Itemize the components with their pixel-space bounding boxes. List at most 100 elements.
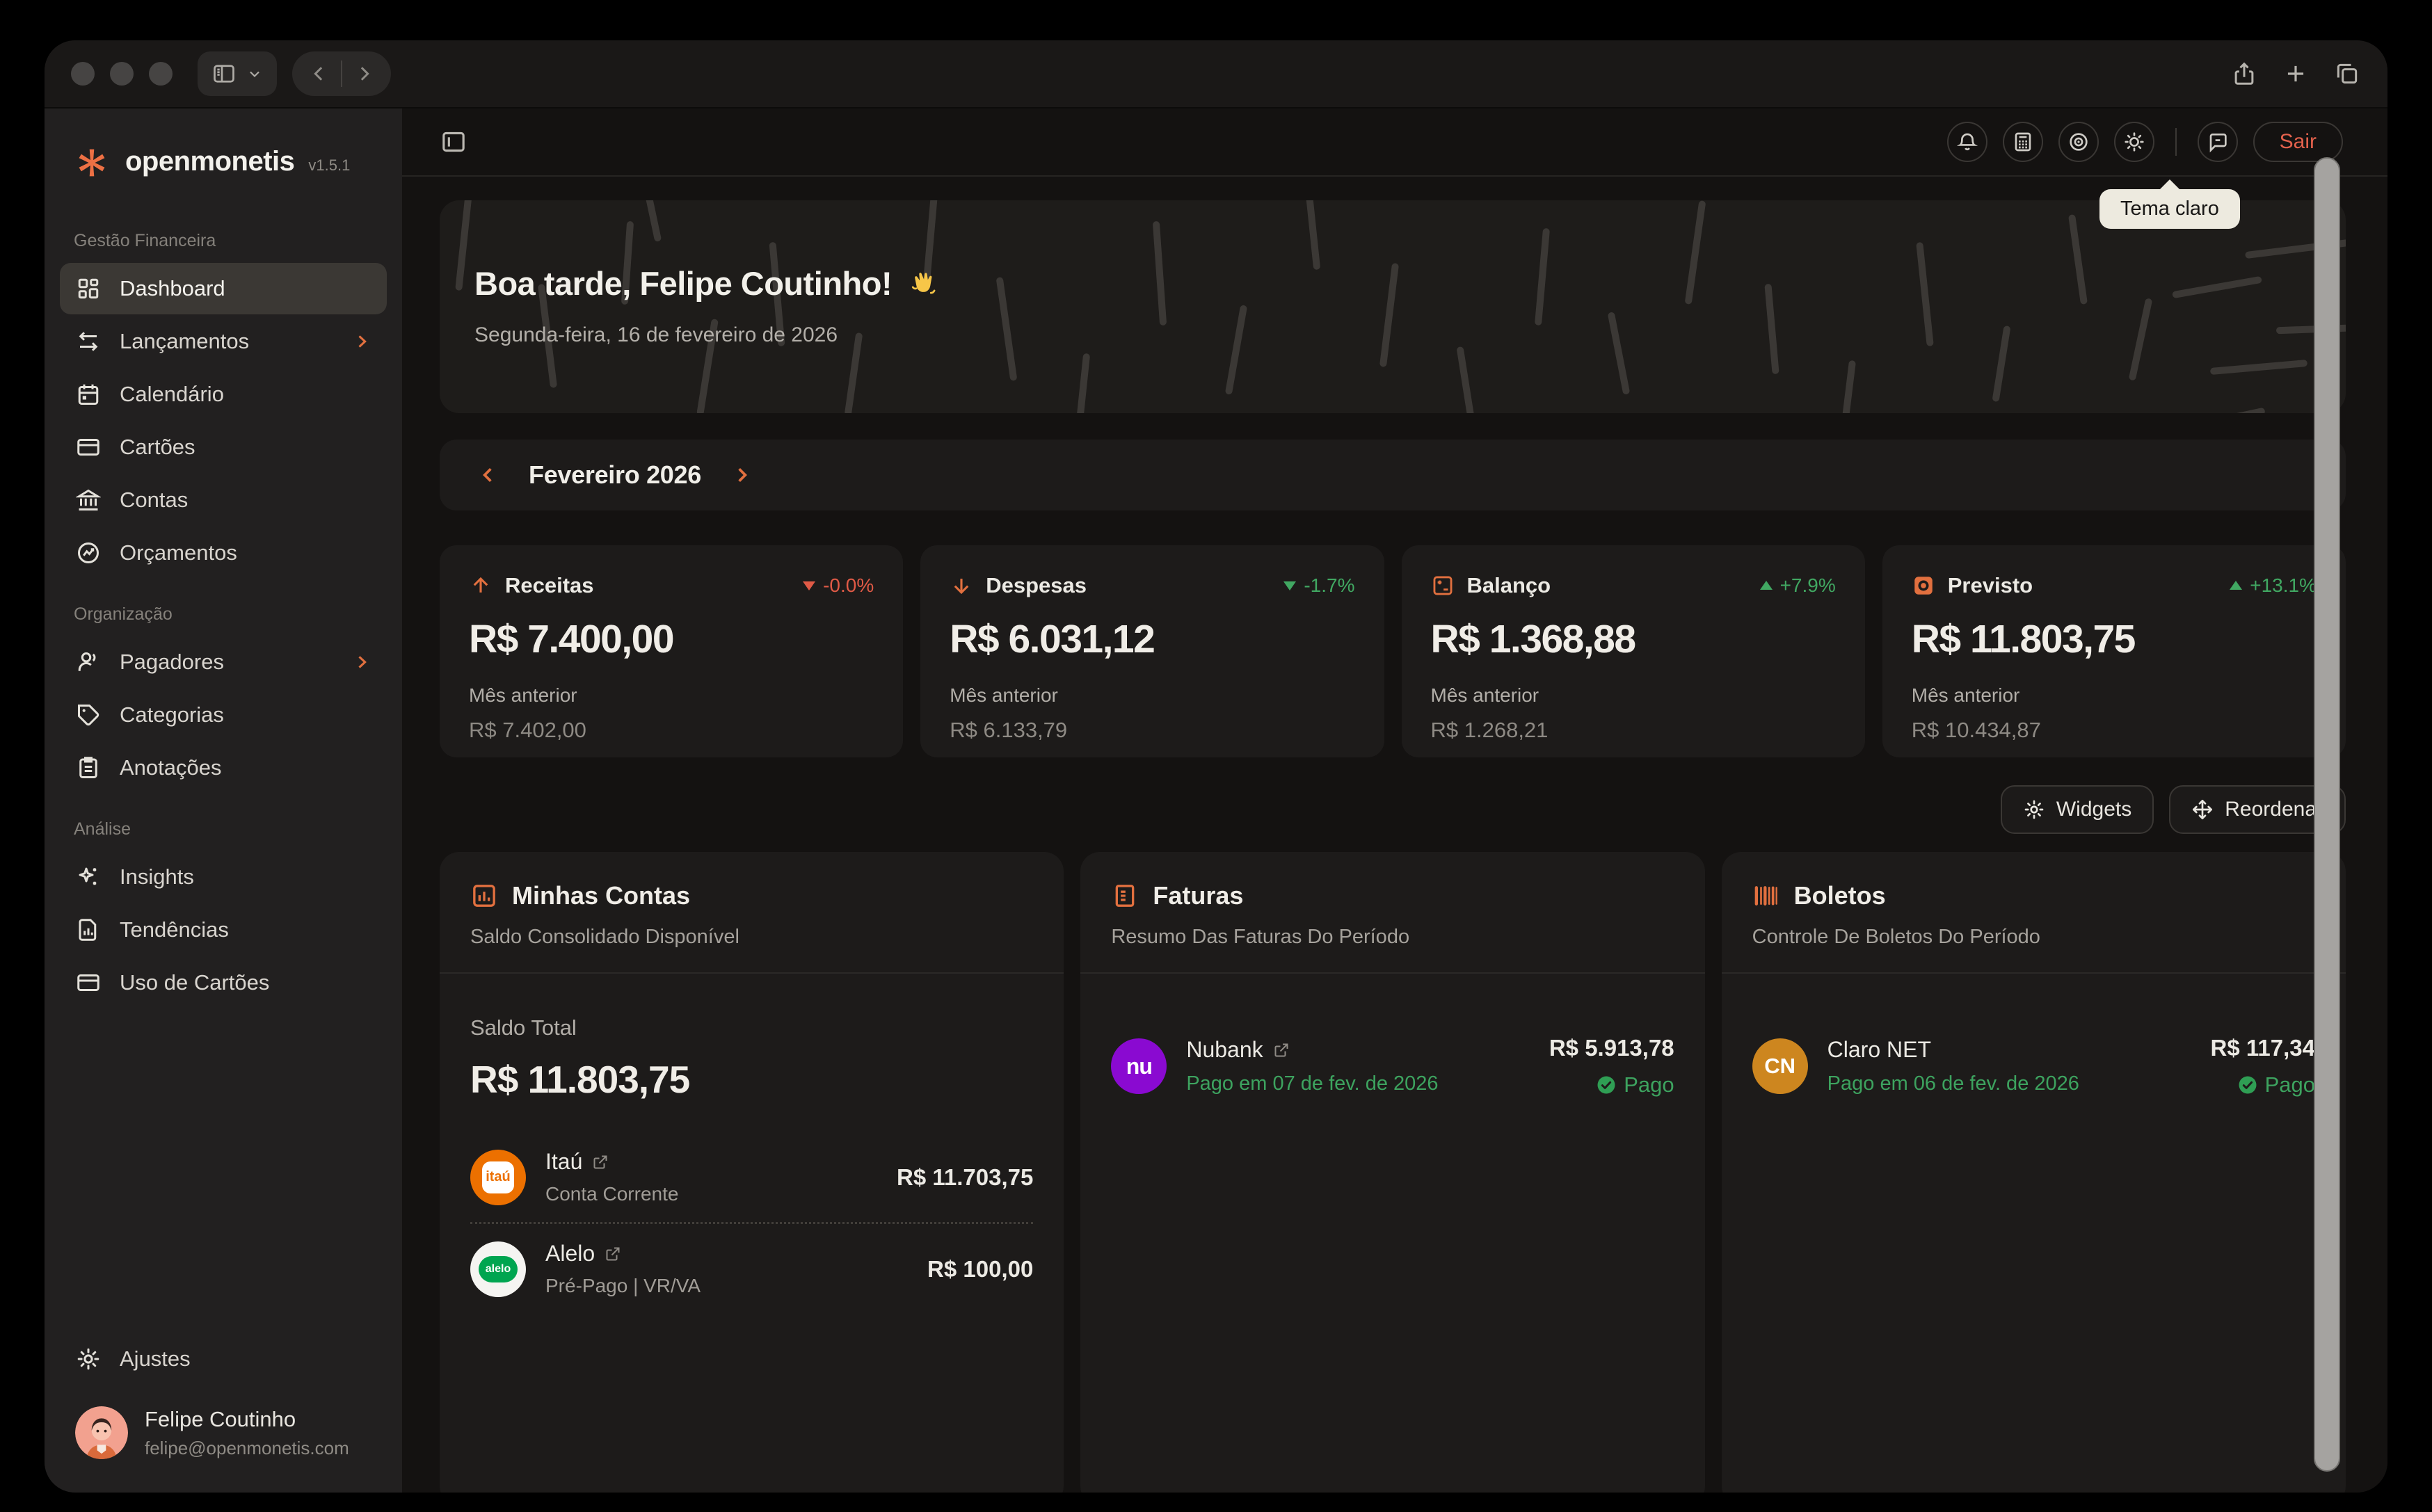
stat-card-despesas[interactable]: Despesas -1.7% R$ 6.031,12 Mês anterior … bbox=[920, 545, 1384, 757]
paid-badge: Pago bbox=[2211, 1072, 2315, 1097]
receipt-icon bbox=[1111, 882, 1139, 910]
close-window-button[interactable] bbox=[71, 62, 95, 86]
theme-tooltip: Tema claro bbox=[2099, 179, 2240, 229]
sidebar-item-label: Contas bbox=[120, 488, 189, 512]
widget-subtitle: Saldo Consolidado Disponível bbox=[470, 926, 739, 948]
widget-actions: Widgets Reordenar bbox=[440, 785, 2346, 834]
account-value: R$ 11.703,75 bbox=[896, 1164, 1034, 1190]
account-value: R$ 100,00 bbox=[927, 1255, 1034, 1282]
chat-icon bbox=[2207, 131, 2229, 153]
sidebar-item-pagadores[interactable]: Pagadores bbox=[60, 636, 387, 688]
saldo-total-value: R$ 11.803,75 bbox=[470, 1058, 690, 1101]
sidebar-toggle-button[interactable] bbox=[198, 51, 277, 96]
sidebar-item-cartoes[interactable]: Cartões bbox=[60, 421, 387, 473]
vertical-scrollbar[interactable] bbox=[2314, 157, 2340, 1472]
stat-value: R$ 11.803,75 bbox=[1911, 617, 2136, 661]
external-link-icon[interactable] bbox=[1273, 1042, 1290, 1059]
triangle-down-icon bbox=[1283, 581, 1297, 590]
widget-boletos: Boletos Controle De Boletos Do Período C… bbox=[1721, 852, 2346, 1493]
check-circle-icon bbox=[2239, 1076, 2257, 1094]
sparkles-icon bbox=[75, 864, 102, 890]
back-button[interactable] bbox=[298, 51, 341, 96]
logout-button[interactable]: Sair bbox=[2253, 122, 2343, 162]
stat-label: Balanço bbox=[1466, 573, 1551, 597]
stat-card-balanco[interactable]: Balanço +7.9% R$ 1.368,88 Mês anterior R… bbox=[1401, 545, 1865, 757]
stat-previous-label: Mês anterior bbox=[469, 684, 577, 706]
sidebar-item-categorias[interactable]: Categorias bbox=[60, 689, 387, 741]
app-logo: openmonetis v1.5.1 bbox=[45, 108, 402, 206]
alelo-logo: alelo bbox=[470, 1241, 526, 1297]
widget-subtitle: Resumo Das Faturas Do Período bbox=[1111, 926, 1410, 948]
traffic-lights[interactable] bbox=[71, 62, 173, 86]
external-link-icon[interactable] bbox=[592, 1154, 609, 1171]
arrow-up-icon bbox=[469, 574, 493, 597]
section-label-financeira: Gestão Financeira bbox=[74, 231, 216, 250]
main-header: Sair bbox=[402, 108, 2387, 177]
account-row-itau[interactable]: itaú Itaú bbox=[470, 1132, 1033, 1222]
widget-title: Boletos bbox=[1793, 881, 1886, 910]
account-detail: Conta Corrente bbox=[545, 1183, 679, 1205]
zoom-window-button[interactable] bbox=[149, 62, 173, 86]
account-row-alelo[interactable]: alelo Alelo bbox=[470, 1224, 1033, 1314]
stat-previous-value: R$ 6.133,79 bbox=[950, 718, 1068, 742]
waving-hand-icon bbox=[906, 268, 938, 300]
invoice-row-nubank[interactable]: nu Nubank Pago em 07 de f bbox=[1111, 1018, 1674, 1114]
next-month-button[interactable] bbox=[730, 464, 753, 486]
sidebar-item-ajustes[interactable]: Ajustes bbox=[60, 1333, 387, 1385]
notifications-button[interactable] bbox=[1946, 122, 1987, 162]
greeting-title: Boa tarde, Felipe Coutinho! bbox=[474, 264, 2346, 303]
stat-delta: +7.9% bbox=[1759, 574, 1836, 597]
theme-toggle-button[interactable] bbox=[2113, 122, 2154, 162]
stat-previous-label: Mês anterior bbox=[950, 684, 1058, 706]
widget-title: Minhas Contas bbox=[512, 881, 691, 910]
account-detail: Pré-Pago | VR/VA bbox=[545, 1275, 701, 1296]
previous-month-button[interactable] bbox=[477, 464, 499, 486]
user-profile[interactable]: Felipe Coutinho felipe@openmonetis.com bbox=[45, 1385, 402, 1459]
calculator-button[interactable] bbox=[2002, 122, 2043, 162]
stat-card-previsto[interactable]: Previsto +13.1% R$ 11.803,75 Mês anterio… bbox=[1882, 545, 2346, 757]
sidebar-item-calendario[interactable]: Calendário bbox=[60, 369, 387, 420]
calendar-icon bbox=[75, 381, 102, 408]
user-avatar bbox=[75, 1406, 128, 1459]
privacy-mode-button[interactable] bbox=[2058, 122, 2099, 162]
sidebar-item-dashboard[interactable]: Dashboard bbox=[60, 263, 387, 314]
sidebar-item-label: Uso de Cartões bbox=[120, 970, 270, 995]
sidebar-item-label: Orçamentos bbox=[120, 540, 237, 565]
calculator-icon bbox=[2012, 131, 2034, 153]
sidebar-item-orcamentos[interactable]: Orçamentos bbox=[60, 527, 387, 579]
greeting-date: Segunda-feira, 16 de fevereiro de 2026 bbox=[474, 323, 838, 346]
bill-row-claro-net[interactable]: CN Claro NET Pago em 06 de fev. de 2026 bbox=[1752, 1018, 2315, 1114]
sidebar-item-label: Insights bbox=[120, 864, 194, 889]
forward-button[interactable] bbox=[342, 51, 385, 96]
bank-icon bbox=[75, 487, 102, 513]
nav-separator bbox=[341, 61, 342, 87]
sidebar-item-tendencias[interactable]: Tendências bbox=[60, 904, 387, 956]
plus-icon[interactable] bbox=[2282, 60, 2310, 88]
stats-row: Receitas -0.0% R$ 7.400,00 Mês anterior … bbox=[440, 545, 2346, 757]
triangle-down-icon bbox=[803, 581, 816, 590]
sidebar-item-insights[interactable]: Insights bbox=[60, 851, 387, 903]
stat-card-receitas[interactable]: Receitas -0.0% R$ 7.400,00 Mês anterior … bbox=[440, 545, 904, 757]
section-label-analise: Análise bbox=[74, 819, 131, 839]
stat-value: R$ 1.368,88 bbox=[1430, 617, 1637, 661]
collapse-sidebar-button[interactable] bbox=[440, 128, 467, 156]
stat-label: Receitas bbox=[505, 573, 594, 597]
sidebar-item-uso-de-cartoes[interactable]: Uso de Cartões bbox=[60, 957, 387, 1008]
clipboard-icon bbox=[75, 755, 102, 781]
users-icon bbox=[75, 649, 102, 675]
gear-icon bbox=[75, 1346, 102, 1372]
tabs-icon[interactable] bbox=[2333, 60, 2361, 88]
external-link-icon[interactable] bbox=[605, 1246, 621, 1262]
sidebar-item-contas[interactable]: Contas bbox=[60, 474, 387, 526]
widget-subtitle: Controle De Boletos Do Período bbox=[1752, 926, 2040, 948]
bar-chart-icon bbox=[470, 882, 498, 910]
sidebar-item-anotacoes[interactable]: Anotações bbox=[60, 742, 387, 794]
saldo-total-label: Saldo Total bbox=[470, 1015, 577, 1040]
stat-previous-label: Mês anterior bbox=[1430, 684, 1539, 706]
dashboard-scroll-area[interactable]: Boa tarde, Felipe Coutinho! Segunda-feir… bbox=[402, 177, 2387, 1493]
minimize-window-button[interactable] bbox=[110, 62, 134, 86]
widgets-button[interactable]: Widgets bbox=[2000, 785, 2154, 834]
feedback-button[interactable] bbox=[2197, 122, 2238, 162]
share-icon[interactable] bbox=[2230, 60, 2258, 88]
sidebar-item-lancamentos[interactable]: Lançamentos bbox=[60, 316, 387, 367]
